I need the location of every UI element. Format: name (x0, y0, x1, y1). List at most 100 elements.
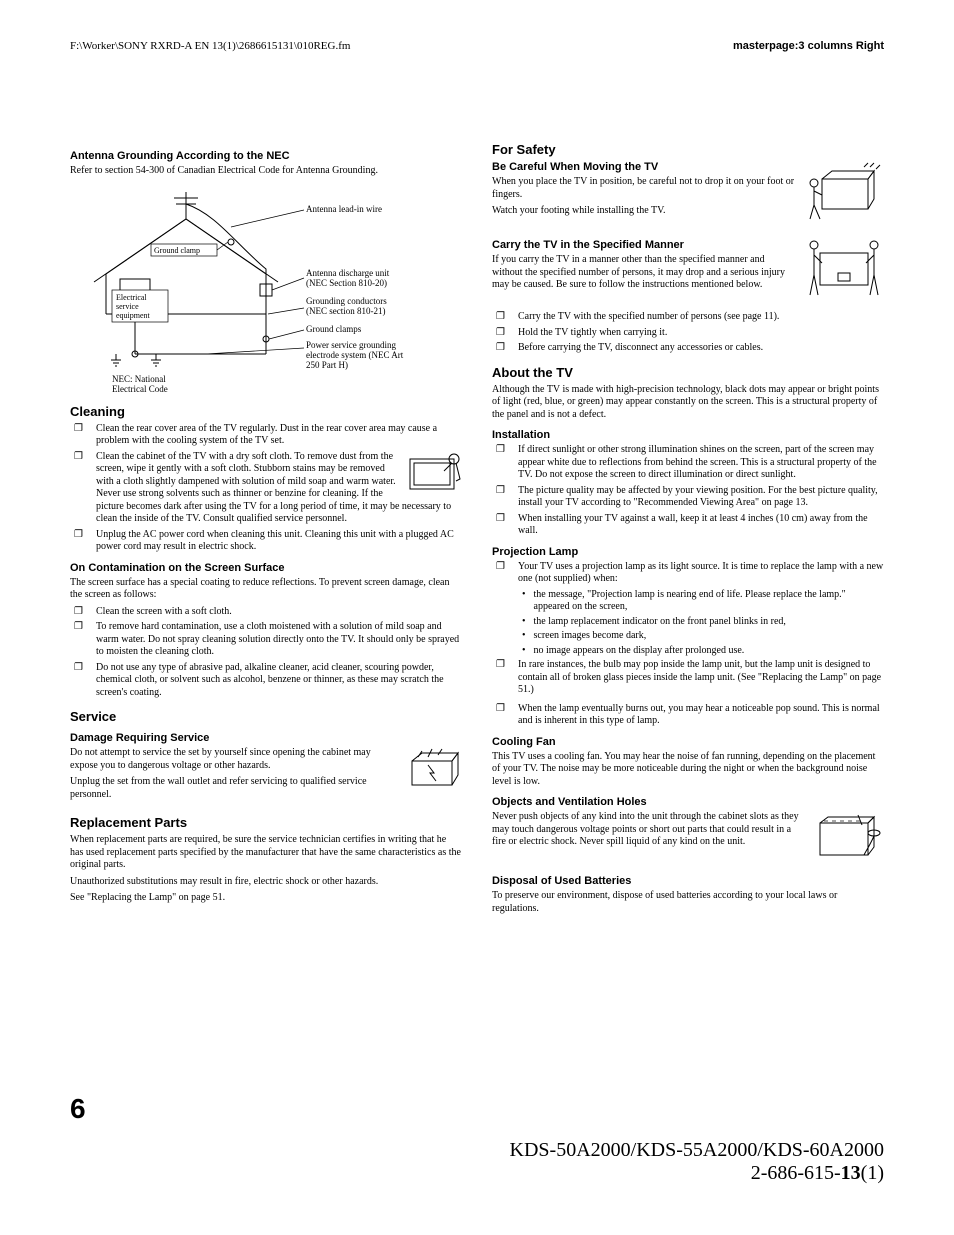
fig-electrical-label1: Electrical (116, 293, 147, 302)
checkbox-icon: ❐ (74, 621, 82, 659)
lamp-sub-1: • the message, "Projection lamp is nearin… (522, 589, 884, 614)
disposal-heading: Disposal of Used Batteries (492, 875, 884, 887)
replacement-body-1: When replacement parts are required, be … (70, 834, 462, 872)
cleaning-item-3: ❐ Unplug the AC power cord when cleaning… (70, 529, 462, 554)
fig-grounding-cond1: Grounding conductors (306, 296, 387, 306)
fig-electrical-label2: service (116, 302, 139, 311)
fig-ground-clamp-label: Ground clamp (154, 246, 200, 255)
bullet-dot-icon: • (522, 616, 526, 629)
contam-text-1: Clean the screen with a soft cloth. (96, 606, 462, 619)
antenna-heading: Antenna Grounding According to the NEC (70, 150, 462, 162)
lamp-item-1: ❐ Your TV uses a projection lamp as its … (492, 561, 884, 586)
header-masterpage: masterpage:3 columns Right (733, 40, 884, 52)
install-text-1: If direct sunlight or other strong illum… (518, 444, 884, 482)
fig-electrical-label3: equipment (116, 311, 151, 320)
lamp-text-2: In rare instances, the bulb may pop insi… (518, 659, 884, 697)
checkbox-icon: ❐ (74, 662, 82, 700)
fig-grounding-cond2: (NEC section 810-21) (306, 306, 385, 316)
replacement-body-2: Unauthorized substitutions may result in… (70, 876, 462, 889)
footer: KDS-50A2000/KDS-55A2000/KDS-60A2000 2-68… (510, 1139, 884, 1185)
right-column: For Safety Be Careful When Moving the TV… (492, 142, 884, 919)
checkbox-icon: ❐ (496, 561, 504, 586)
fig-lead-in-label: Antenna lead-in wire (306, 204, 382, 214)
cleaning-text-2: Clean the cabinet of the TV with a dry s… (96, 451, 451, 525)
lamp-item-2: ❐ In rare instances, the bulb may pop in… (492, 659, 884, 697)
contam-item-1: ❐ Clean the screen with a soft cloth. (70, 606, 462, 619)
left-column: Antenna Grounding According to the NEC R… (70, 142, 462, 919)
checkbox-icon: ❐ (74, 451, 82, 526)
damage-body-1: Do not attempt to service the set by you… (70, 747, 400, 772)
cleaning-text-3: Unplug the AC power cord when cleaning t… (96, 529, 462, 554)
install-text-2: The picture quality may be affected by y… (518, 485, 884, 510)
lamp-heading: Projection Lamp (492, 546, 884, 558)
about-heading: About the TV (492, 365, 884, 380)
checkbox-icon: ❐ (496, 342, 504, 355)
lamp-sub-2: •the lamp replacement indicator on the f… (522, 616, 884, 629)
lamp-text-3: When the lamp eventually burns out, you … (518, 703, 884, 728)
page-header: F:\Worker\SONY RXRD-A EN 13(1)\268661513… (70, 40, 884, 52)
footer-doc-prefix: 2-686-615- (751, 1162, 841, 1184)
tv-carry-icon (804, 231, 884, 311)
page-number: 6 (70, 1093, 86, 1125)
checkbox-icon: ❐ (496, 444, 504, 482)
checkbox-icon: ❐ (74, 606, 82, 619)
tv-cleaning-icon (408, 451, 462, 497)
install-item-1: ❐ If direct sunlight or other strong ill… (492, 444, 884, 482)
lamp-sub-3: • screen images become dark, (522, 630, 884, 643)
contam-item-3: ❐ Do not use any type of abrasive pad, a… (70, 662, 462, 700)
cleaning-item-2: ❐ Clean the cabinet of the TV with a dry… (70, 451, 462, 526)
installation-heading: Installation (492, 429, 884, 441)
footer-doc-suffix: (1) (861, 1162, 884, 1184)
bullet-dot-icon: • (522, 645, 526, 658)
fig-ground-clamps: Ground clamps (306, 324, 362, 334)
bullet-dot-icon: • (522, 589, 526, 614)
carry-text-1: Carry the TV with the specified number o… (518, 311, 884, 324)
fig-nec1: NEC: National (112, 374, 166, 384)
about-body: Although the TV is made with high-precis… (492, 384, 884, 422)
antenna-svg: Antenna lead-in wire Ground clamp Antenn… (70, 184, 462, 394)
replacement-body-3: See "Replacing the Lamp" on page 51. (70, 892, 462, 905)
carry-heading: Carry the TV in the Specified Manner (492, 239, 796, 251)
lamp-text-1: Your TV uses a projection lamp as its li… (518, 561, 884, 586)
contamination-heading: On Contamination on the Screen Surface (70, 562, 462, 574)
service-heading: Service (70, 709, 462, 724)
lamp-item-3: ❐ When the lamp eventually burns out, yo… (492, 703, 884, 728)
footer-doc-bold: 13 (841, 1162, 861, 1184)
checkbox-icon: ❐ (74, 529, 82, 554)
header-path: F:\Worker\SONY RXRD-A EN 13(1)\268661513… (70, 40, 350, 52)
contam-item-2: ❐ To remove hard contamination, use a cl… (70, 621, 462, 659)
fig-power2: electrode system (NEC Art (306, 350, 404, 360)
fan-heading: Cooling Fan (492, 736, 884, 748)
careful-body-1: When you place the TV in position, be ca… (492, 176, 796, 201)
checkbox-icon: ❐ (496, 513, 504, 538)
footer-line-1: KDS-50A2000/KDS-55A2000/KDS-60A2000 (510, 1139, 884, 1162)
carry-text-3: Before carrying the TV, disconnect any a… (518, 342, 884, 355)
contamination-body: The screen surface has a special coating… (70, 577, 462, 602)
content-columns: Antenna Grounding According to the NEC R… (70, 142, 884, 919)
carry-item-1: ❐ Carry the TV with the specified number… (492, 311, 884, 324)
tv-objects-icon (814, 811, 884, 867)
checkbox-icon: ❐ (496, 327, 504, 340)
fan-body: This TV uses a cooling fan. You may hear… (492, 751, 884, 789)
checkbox-icon: ❐ (496, 703, 504, 728)
antenna-figure: Antenna lead-in wire Ground clamp Antenn… (70, 184, 462, 394)
lamp-sub-text-1: the message, "Projection lamp is nearing… (534, 589, 884, 614)
fig-discharge-label1: Antenna discharge unit (306, 268, 390, 278)
lamp-sub-4: •no image appears on the display after p… (522, 645, 884, 658)
replacement-heading: Replacement Parts (70, 815, 462, 830)
lamp-sub-text-3: screen images become dark, (534, 630, 647, 643)
tv-danger-icon (408, 747, 462, 791)
antenna-body: Refer to section 54-300 of Canadian Elec… (70, 165, 462, 178)
carry-text-2: Hold the TV tightly when carrying it. (518, 327, 884, 340)
carry-body: If you carry the TV in a manner other th… (492, 254, 796, 292)
safety-heading: For Safety (492, 142, 884, 157)
objects-heading: Objects and Ventilation Holes (492, 796, 884, 808)
cleaning-item-1: ❐ Clean the rear cover area of the TV re… (70, 423, 462, 448)
fig-power3: 250 Part H) (306, 360, 348, 370)
cleaning-text-1: Clean the rear cover area of the TV regu… (96, 423, 462, 448)
objects-body: Never push objects of any kind into the … (492, 811, 806, 849)
install-text-3: When installing your TV against a wall, … (518, 513, 884, 538)
checkbox-icon: ❐ (74, 423, 82, 448)
disposal-body: To preserve our environment, dispose of … (492, 890, 884, 915)
bullet-dot-icon: • (522, 630, 526, 643)
